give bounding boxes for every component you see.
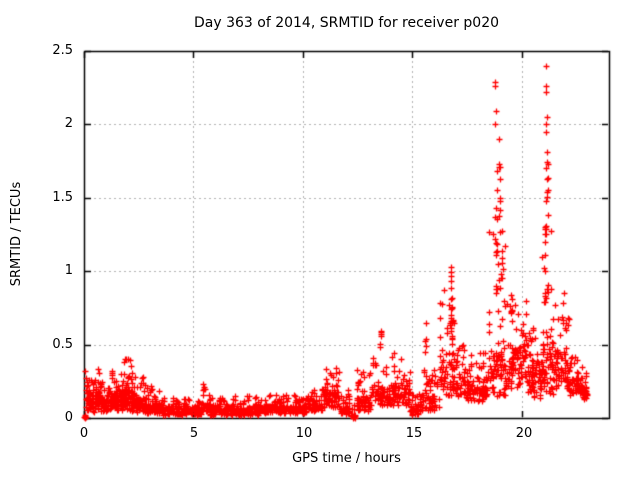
y-tick-label: 2.5 <box>52 43 73 58</box>
x-tick-label: 5 <box>189 426 199 441</box>
x-tick-label: 10 <box>295 426 313 441</box>
x-tick-label: 0 <box>79 426 89 441</box>
y-tick-label: 1 <box>64 263 73 278</box>
x-tick-label: 20 <box>515 426 533 441</box>
chart-title: Day 363 of 2014, SRMTID for receiver p02… <box>193 15 500 31</box>
y-tick-label: 2 <box>64 116 73 131</box>
y-tick-label: 0.5 <box>52 337 73 352</box>
x-tick-label: 15 <box>405 426 423 441</box>
y-tick-label: 0 <box>64 410 73 425</box>
y-tick-label: 1.5 <box>52 190 73 205</box>
x-axis-label: GPS time / hours <box>292 451 401 466</box>
